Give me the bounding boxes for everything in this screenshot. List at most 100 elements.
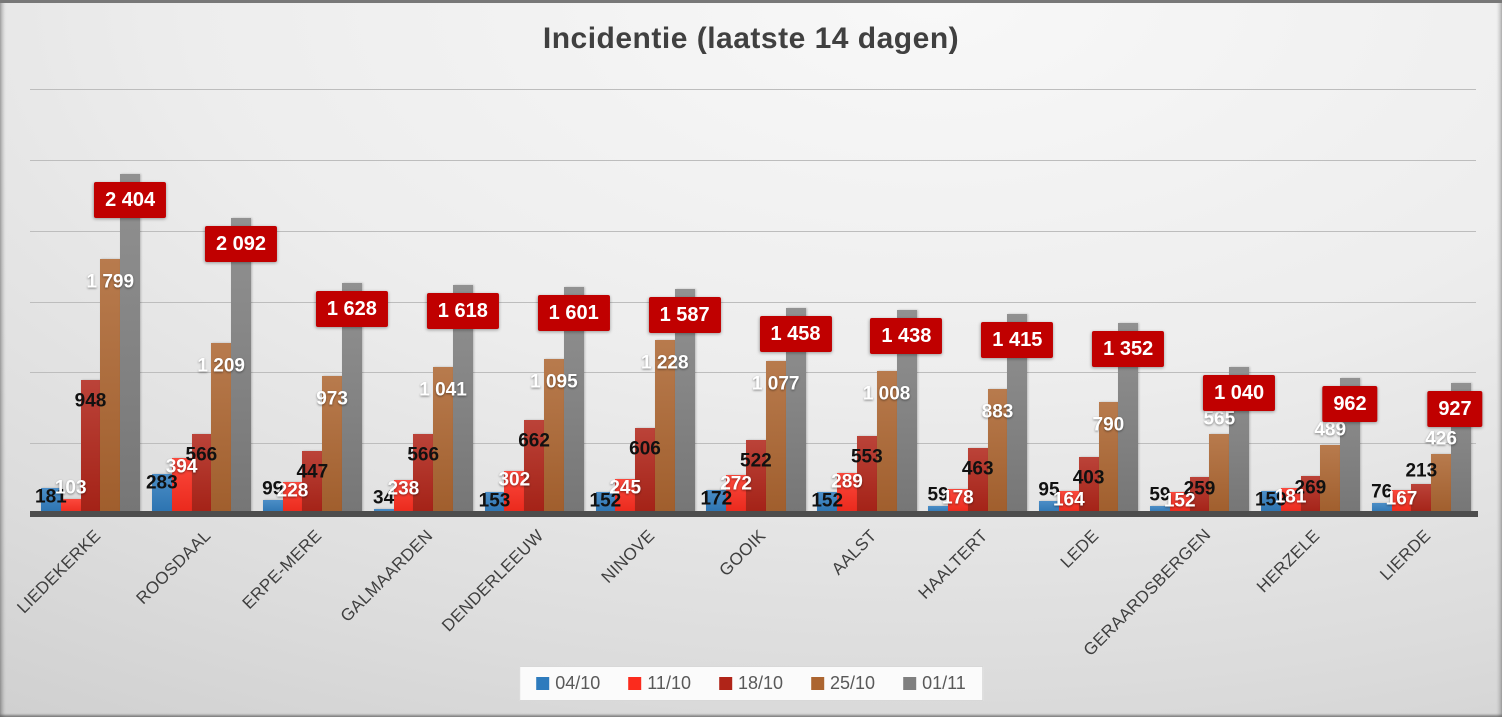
bar-11-10-galmaarden [393,480,414,514]
bar-25-10-lede [1098,402,1119,514]
bar-25-10-erpe-mere [322,376,343,514]
bar-18-10-aalst [856,435,877,514]
bar-18-10-galmaarden [413,433,434,514]
bar-25-10-roosdaal [211,342,232,514]
value-label-11-10-herzele: 181 [1274,486,1307,508]
value-label-04-10-lede: 95 [1038,479,1060,501]
value-label-18-10-roosdaal: 566 [185,444,218,466]
bar-18-10-lede [1078,456,1099,514]
bar-01-11-ninove [674,289,695,514]
value-label-25-10-geraardsbergen: 565 [1203,408,1236,430]
legend-swatch-01-11 [903,677,917,690]
legend-item-04-10: 04/10 [536,673,600,694]
bar-01-11-lede [1118,322,1139,514]
value-label-11-10-lede: 164 [1052,489,1085,511]
legend-swatch-18-10 [718,677,732,690]
legend-item-25-10: 25/10 [811,673,875,694]
callout-01-11-herzele: 962 [1322,385,1378,422]
value-label-11-10-ninove: 245 [609,477,642,499]
bar-01-11-erpe-mere [342,283,362,514]
bar-18-10-gooik [746,440,766,514]
bar-11-10-lede [1058,490,1079,514]
x-label-lierde: LIERDE [1376,526,1435,585]
callout-01-11-haaltert: 1 415 [981,321,1054,358]
value-label-04-10-haaltert: 59 [927,484,949,506]
bar-25-10-aalst [876,371,897,514]
bar-18-10-lierde [1411,483,1432,514]
legend-label-18-10: 18/10 [737,673,784,693]
bar-01-11-liedekerke [120,173,141,514]
bar-04-10-gooik [706,489,727,514]
bar-04-10-herzele [1260,491,1281,514]
callout-01-11-denderleeuw: 1 601 [537,295,610,332]
bar-11-10-gooik [726,475,747,514]
x-axis-line [30,511,1478,517]
x-label-haaltert: HAALTERT [914,526,992,603]
bar-11-10-haaltert [948,488,968,514]
gridline-1500 [30,301,1476,303]
gridline-1000 [30,372,1476,374]
bar-01-11-gooik [785,307,806,514]
bar-18-10-herzele [1300,475,1321,514]
bar-11-10-geraardsbergen [1169,492,1190,514]
x-label-herzele: HERZELE [1253,526,1324,597]
callout-01-11-lierde: 927 [1427,390,1483,427]
bar-11-10-ninove [615,479,636,514]
bar-01-11-roosdaal [231,217,252,514]
x-label-lede: LEDE [1056,526,1103,572]
bar-04-10-erpe-mere [262,499,283,514]
legend-label-11-10: 11/10 [647,673,691,693]
value-label-25-10-lierde: 426 [1425,428,1457,450]
bar-01-11-galmaarden [452,284,473,514]
bar-18-10-geraardsbergen [1189,477,1210,514]
x-label-denderleeuw: DENDERLEEUW [438,526,548,636]
value-label-04-10-lierde: 76 [1371,481,1393,503]
bar-04-10-ninove [595,492,616,514]
bar-04-10-lierde [1371,503,1392,514]
bar-11-10-denderleeuw [504,471,525,514]
bar-04-10-aalst [817,492,838,514]
value-label-25-10-gooik: 1 077 [751,373,800,395]
value-label-18-10-lierde: 213 [1405,460,1438,482]
value-label-04-10-ninove: 152 [589,490,622,512]
bar-04-10-liedekerke [41,488,61,514]
value-label-18-10-liedekerke: 948 [74,390,107,412]
chart-title: Incidentie (laatste 14 dagen) [542,22,960,55]
gridline-2000 [30,230,1476,232]
value-label-18-10-haaltert: 463 [961,458,994,480]
value-label-25-10-herzele: 489 [1314,419,1347,441]
value-label-11-10-denderleeuw: 302 [498,469,531,491]
callout-01-11-lede: 1 352 [1092,330,1165,367]
bar-04-10-roosdaal [151,473,172,514]
bar-11-10-herzele [1280,488,1301,514]
value-label-25-10-roosdaal: 1 209 [197,355,245,377]
legend-swatch-11-10 [628,677,642,690]
legend-swatch-25-10 [811,677,825,690]
legend-label-25-10: 25/10 [830,673,876,693]
legend-label-04-10: 04/10 [555,673,601,693]
x-label-gooik: GOOIK [715,526,770,580]
bar-18-10-denderleeuw [524,420,545,514]
value-label-18-10-denderleeuw: 662 [518,430,550,452]
bar-18-10-liedekerke [80,379,101,514]
callout-01-11-ninove: 1 587 [648,297,721,334]
value-label-04-10-denderleeuw: 153 [478,490,511,512]
value-label-04-10-erpe-mere: 99 [262,478,284,500]
bar-25-10-haaltert [987,388,1008,514]
legend: 04/10 11/10 18/10 25/10 01/11 [519,666,983,701]
bar-04-10-haaltert [928,505,949,514]
value-label-25-10-liedekerke: 1 799 [86,271,135,293]
legend-item-18-10: 18/10 [718,673,784,694]
callout-01-11-geraardsbergen: 1 040 [1203,374,1276,411]
value-label-04-10-herzele: 159 [1254,489,1287,511]
value-label-18-10-galmaarden: 566 [407,444,440,466]
legend-label-01-11: 01/11 [922,673,966,693]
bar-18-10-ninove [635,428,656,514]
x-label-ninove: NINOVE [597,526,659,587]
callout-01-11-galmaarden: 1 618 [426,292,499,329]
value-label-18-10-herzele: 269 [1294,477,1327,499]
value-label-11-10-erpe-mere: 228 [276,480,309,502]
value-label-04-10-aalst: 152 [811,490,844,512]
bar-18-10-haaltert [967,448,988,514]
